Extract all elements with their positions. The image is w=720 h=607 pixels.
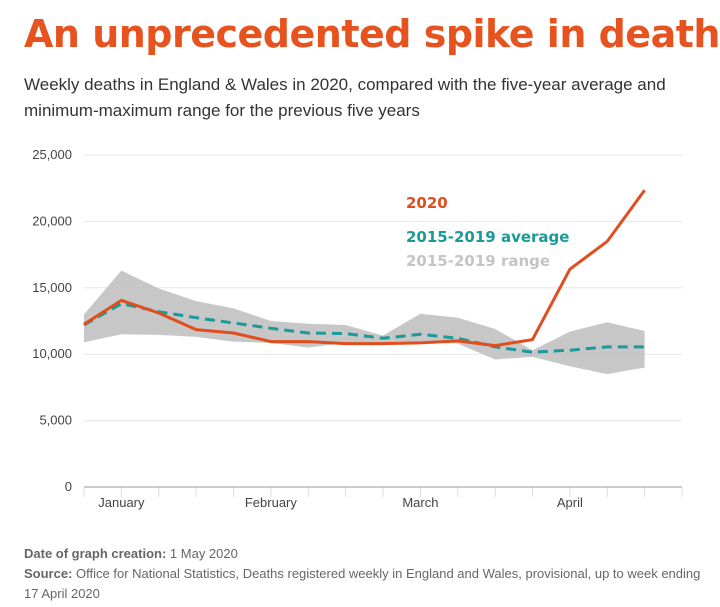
legend-label: 2015-2019 average [406,228,569,246]
chart-title: An unprecedented spike in deaths [24,12,720,56]
y-tick-label: 15,000 [32,280,72,295]
range-band [84,270,645,375]
graph-date-value: 1 May 2020 [169,546,238,561]
y-tick-label: 20,000 [32,213,72,228]
source-value: Office for National Statistics, Deaths r… [24,566,701,601]
series-line-2020 [83,189,646,348]
source-line: Source: Office for National Statistics, … [24,564,714,604]
x-tick-label: March [402,495,438,510]
y-tick-label: 10,000 [32,346,72,361]
y-tick-label: 0 [65,479,72,494]
x-tick-label: January [98,495,145,510]
footer: Date of graph creation: 1 May 2020 Sourc… [24,544,714,604]
chart-subtitle: Weekly deaths in England & Wales in 2020… [24,75,666,120]
series-line-average [83,302,645,354]
y-tick-label: 25,000 [32,147,72,162]
deaths-line-chart: 0 5,000 10,000 15,000 20,000 25,000 January Feb… [32,147,683,510]
graph-date-label: Date of graph creation: [24,546,167,561]
graph-date-line: Date of graph creation: 1 May 2020 [24,544,714,564]
legend-label: 2015-2019 range [406,252,550,270]
x-tick-label: April [557,495,583,510]
legend-label: 2020 [406,194,448,212]
y-tick-label: 5,000 [39,413,72,428]
x-tick-label: February [245,495,298,510]
source-label: Source: [24,566,73,581]
